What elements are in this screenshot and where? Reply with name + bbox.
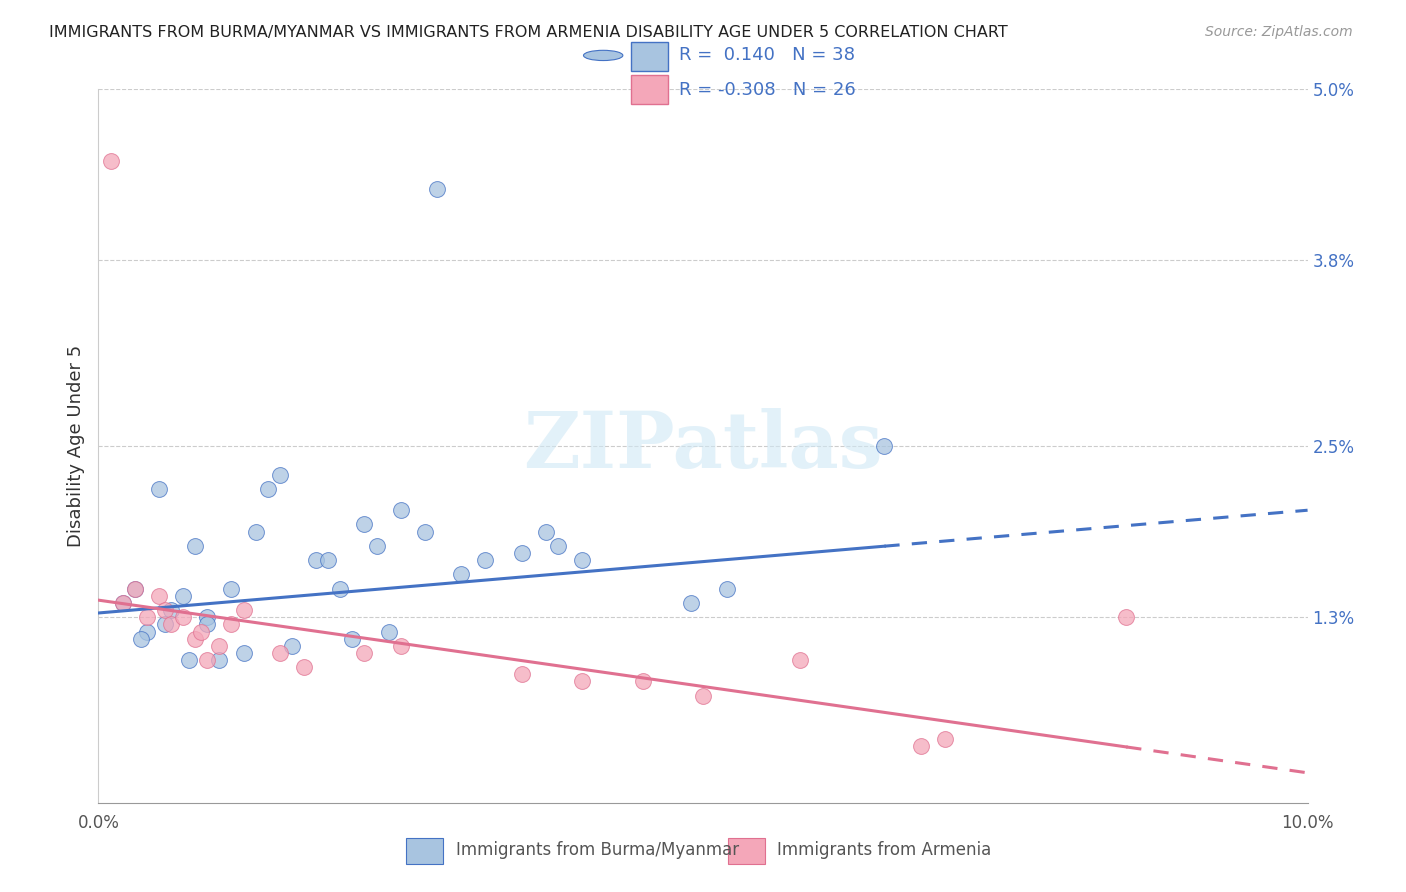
Point: [195, 610, 218, 624]
Point: [124, 582, 146, 596]
Point: [534, 524, 557, 539]
Point: [221, 617, 243, 632]
Point: [389, 639, 412, 653]
Point: [789, 653, 811, 667]
Point: [245, 524, 267, 539]
Point: [510, 667, 533, 681]
Text: IMMIGRANTS FROM BURMA/MYANMAR VS IMMIGRANTS FROM ARMENIA DISABILITY AGE UNDER 5 : IMMIGRANTS FROM BURMA/MYANMAR VS IMMIGRA…: [49, 25, 1008, 40]
Point: [426, 182, 449, 196]
Point: [111, 596, 134, 610]
Point: [269, 646, 291, 660]
Text: Immigrants from Burma/Myanmar: Immigrants from Burma/Myanmar: [456, 840, 738, 859]
Point: [716, 582, 738, 596]
Point: [450, 567, 472, 582]
Point: [679, 596, 702, 610]
Point: [353, 517, 375, 532]
Point: [172, 589, 194, 603]
Bar: [631, 75, 668, 104]
Point: [208, 639, 231, 653]
Point: [100, 153, 122, 168]
Text: R =  0.140   N = 38: R = 0.140 N = 38: [679, 46, 855, 64]
Point: [342, 632, 364, 646]
Point: [172, 610, 194, 624]
Bar: [406, 838, 443, 863]
Point: [389, 503, 412, 517]
Point: [135, 624, 157, 639]
Point: [160, 617, 183, 632]
Point: [153, 617, 176, 632]
Text: ZIPatlas: ZIPatlas: [523, 408, 883, 484]
Point: [269, 467, 291, 482]
Point: [631, 674, 654, 689]
Circle shape: [583, 50, 623, 61]
Bar: [631, 42, 668, 70]
Point: [353, 646, 375, 660]
Point: [153, 603, 176, 617]
Point: [124, 582, 146, 596]
Point: [474, 553, 496, 567]
Point: [135, 610, 157, 624]
Point: [232, 603, 254, 617]
Point: [281, 639, 304, 653]
Point: [305, 553, 328, 567]
Point: [934, 731, 956, 746]
Point: [910, 739, 932, 753]
Point: [510, 546, 533, 560]
Point: [413, 524, 436, 539]
Point: [195, 617, 218, 632]
Point: [571, 674, 593, 689]
Point: [571, 553, 593, 567]
Point: [329, 582, 352, 596]
Point: [221, 582, 243, 596]
Point: [292, 660, 315, 674]
Point: [129, 632, 152, 646]
Point: [692, 689, 714, 703]
Point: [208, 653, 231, 667]
Point: [190, 624, 212, 639]
Point: [148, 482, 170, 496]
Y-axis label: Disability Age Under 5: Disability Age Under 5: [66, 345, 84, 547]
Point: [179, 653, 201, 667]
Point: [1115, 610, 1137, 624]
Point: [195, 653, 218, 667]
Text: Source: ZipAtlas.com: Source: ZipAtlas.com: [1205, 25, 1353, 39]
Bar: [728, 838, 765, 863]
Text: R = -0.308   N = 26: R = -0.308 N = 26: [679, 81, 856, 99]
Point: [184, 632, 207, 646]
Point: [148, 589, 170, 603]
Point: [111, 596, 134, 610]
Text: Immigrants from Armenia: Immigrants from Armenia: [778, 840, 991, 859]
Point: [160, 603, 183, 617]
Point: [232, 646, 254, 660]
Point: [316, 553, 339, 567]
Point: [547, 539, 569, 553]
Point: [256, 482, 278, 496]
Point: [873, 439, 896, 453]
Point: [377, 624, 399, 639]
Point: [366, 539, 388, 553]
Point: [184, 539, 207, 553]
